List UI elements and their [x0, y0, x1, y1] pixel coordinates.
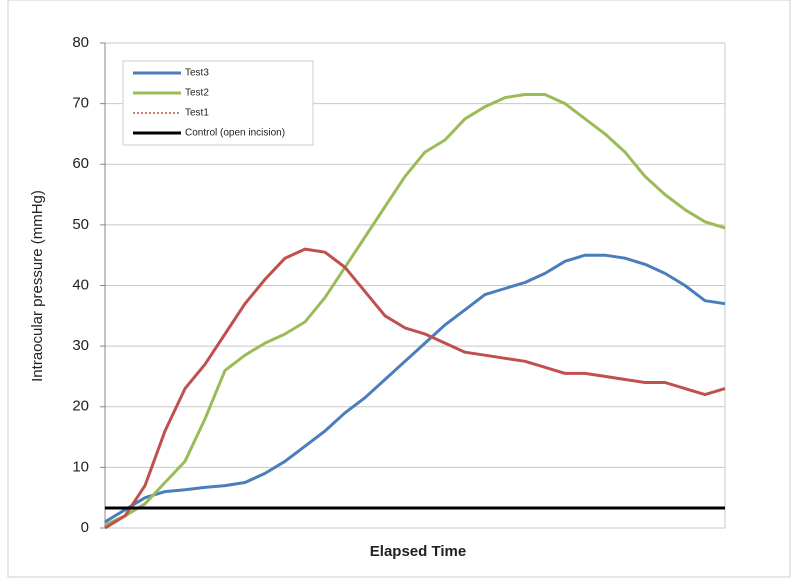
legend-box	[122, 60, 314, 146]
y-tick-label: 20	[72, 398, 89, 415]
y-tick-label: 70	[72, 95, 89, 112]
y-tick-label: 80	[72, 34, 89, 51]
series-line	[104, 253, 726, 524]
y-tick-label: 0	[81, 519, 89, 536]
y-tick-label: 10	[72, 458, 89, 475]
series-line	[104, 93, 726, 527]
y-axis-label: Intraocular pressure (mmHg)	[29, 190, 46, 382]
y-tick-label: 50	[72, 216, 89, 233]
y-tick-label: 30	[72, 337, 89, 354]
legend-label: Test3	[185, 68, 209, 79]
x-axis-label: Elapsed Time	[370, 543, 466, 560]
legend-label: Test2	[185, 88, 209, 99]
legend-label: Control (open incision)	[185, 128, 285, 139]
y-tick-label: 40	[72, 276, 89, 293]
legend-label: Test1	[185, 108, 209, 119]
series-line	[104, 247, 726, 530]
y-tick-label: 60	[72, 155, 89, 172]
